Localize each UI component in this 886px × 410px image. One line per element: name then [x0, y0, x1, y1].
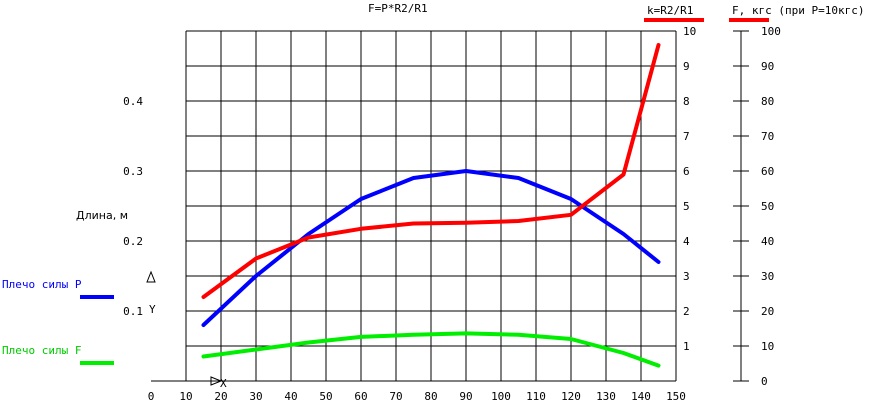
f-tick-label: 0: [761, 375, 768, 388]
k-tick-label: 8: [683, 95, 690, 108]
series-line: [201, 331, 661, 368]
x-tick-label: 50: [319, 390, 332, 403]
k-axis-title: k=R2/R1: [647, 4, 693, 17]
left-tick-label: 0.3: [123, 165, 143, 178]
labels-group: F=P*R2/R1 k=R2/R1 F, кгс (при P=10кгс) Д…: [2, 2, 864, 390]
left-tick-label: 0.4: [123, 95, 143, 108]
k-tick-label: 3: [683, 270, 690, 283]
left-tick-label: 0.2: [123, 235, 143, 248]
k-tick-label: 2: [683, 305, 690, 318]
x-tick-label: 70: [389, 390, 402, 403]
axes: 0 10 20 30 40 50 60 70 80 90 100 110 120 130 140 1500.1…: [123, 25, 781, 403]
x-tick-label: 0: [148, 390, 155, 403]
legend-label-green: Плечо силы F: [2, 344, 81, 357]
chart-title: F=P*R2/R1: [368, 2, 428, 15]
x-tick-label: 100: [491, 390, 511, 403]
x-tick-label: 80: [424, 390, 437, 403]
series-line: [201, 169, 661, 327]
f-tick-label: 70: [761, 130, 774, 143]
origin-y-label: Y: [149, 303, 156, 316]
f-tick-label: 10: [761, 340, 774, 353]
f-tick-label: 60: [761, 165, 774, 178]
x-tick-label: 20: [214, 390, 227, 403]
legend-marks: [80, 18, 769, 365]
x-tick-label: 60: [354, 390, 367, 403]
f-axis-title: F, кгс (при P=10кгс): [732, 4, 864, 17]
x-tick-label: 90: [459, 390, 472, 403]
x-tick-label: 140: [631, 390, 651, 403]
x-tick-label: 30: [249, 390, 262, 403]
left-axis-title: Длина, м: [76, 209, 128, 222]
x-tick-label: 120: [561, 390, 581, 403]
f-tick-label: 50: [761, 200, 774, 213]
k-tick-label: 9: [683, 60, 690, 73]
left-tick-label: 0.1: [123, 305, 143, 318]
k-tick-label: 6: [683, 165, 690, 178]
f-tick-label: 20: [761, 305, 774, 318]
k-tick-label: 4: [683, 235, 690, 248]
x-tick-label: 10: [179, 390, 192, 403]
k-tick-label: 10: [683, 25, 696, 38]
k-tick-label: 5: [683, 200, 690, 213]
k-tick-label: 1: [683, 340, 690, 353]
origin-x-arrowhead: [210, 376, 223, 386]
series-group: [201, 43, 661, 368]
x-tick-label: 40: [284, 390, 297, 403]
grid: [185, 30, 677, 381]
f-tick-label: 40: [761, 235, 774, 248]
x-tick-label: 150: [666, 390, 686, 403]
x-tick-label: 110: [526, 390, 546, 403]
origin-y-arrowhead: [146, 270, 156, 283]
f-tick-label: 90: [761, 60, 774, 73]
f-tick-label: 80: [761, 95, 774, 108]
legend-label-blue: Плечо силы P: [2, 278, 82, 291]
f-tick-label: 100: [761, 25, 781, 38]
f-tick-label: 30: [761, 270, 774, 283]
k-tick-label: 7: [683, 130, 690, 143]
x-tick-label: 130: [596, 390, 616, 403]
origin-x-label: X: [220, 377, 227, 390]
series-line: [201, 43, 661, 299]
